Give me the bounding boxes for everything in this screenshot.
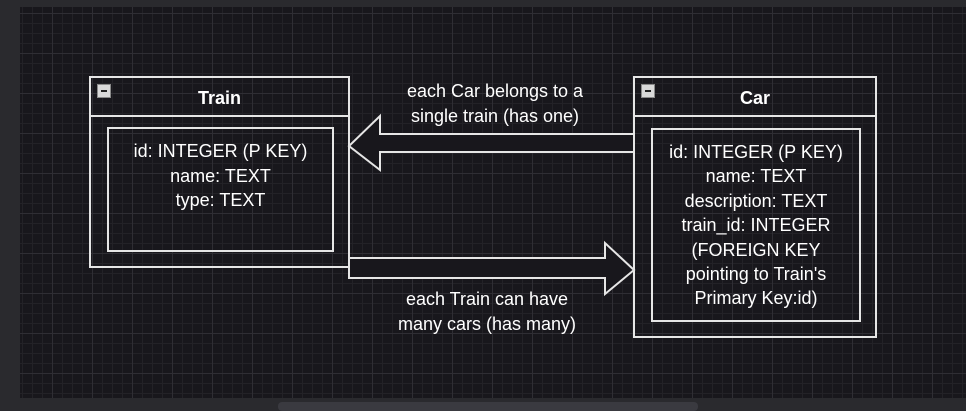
car-field: Primary Key:id) xyxy=(694,288,818,309)
car-field: id: INTEGER (P KEY) xyxy=(669,142,843,162)
label-line: each Train can have xyxy=(405,289,569,309)
train-entity-header[interactable]: Train xyxy=(91,78,348,117)
label-line: each Car belongs to a xyxy=(406,81,584,101)
scrollbar-thumb[interactable] xyxy=(278,402,698,411)
train-field: id: INTEGER (P KEY) xyxy=(133,141,308,161)
train-entity-title: Train xyxy=(197,88,241,108)
label-line: single train (has one) xyxy=(410,106,580,126)
diagram-canvas[interactable] xyxy=(20,7,966,398)
train-field: type: TEXT xyxy=(175,190,266,210)
car-field: name: TEXT xyxy=(705,166,807,187)
car-entity-title: Car xyxy=(739,88,770,108)
belongs-to-arrow[interactable] xyxy=(347,113,635,173)
minus-square-icon[interactable] xyxy=(641,84,655,98)
car-field: description: TEXT xyxy=(684,190,828,211)
car-field: pointing to Train's xyxy=(685,264,827,285)
train-fields[interactable]: id: INTEGER (P KEY) name: TEXT type: TEX… xyxy=(107,127,334,252)
train-entity[interactable]: Train id: INTEGER (P KEY) name: TEXT typ… xyxy=(89,76,350,268)
car-entity[interactable]: Car id: INTEGER (P KEY) name: TEXT descr… xyxy=(633,76,877,338)
car-field: train_id: INTEGER xyxy=(681,215,831,236)
has-many-arrow[interactable] xyxy=(348,240,636,297)
minus-square-icon[interactable] xyxy=(97,84,111,98)
has-many-label[interactable]: each Train can have many cars (has many) xyxy=(367,287,607,337)
belongs-to-label[interactable]: each Car belongs to a single train (has … xyxy=(375,79,615,129)
car-fields[interactable]: id: INTEGER (P KEY) name: TEXT descripti… xyxy=(651,128,861,322)
train-field: name: TEXT xyxy=(170,165,271,186)
car-field: (FOREIGN KEY xyxy=(691,239,821,260)
car-entity-header[interactable]: Car xyxy=(635,78,875,117)
label-line: many cars (has many) xyxy=(397,314,577,334)
